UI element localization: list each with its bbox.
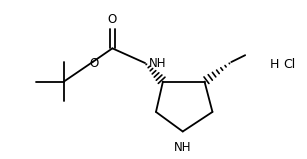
Text: H: H (270, 59, 280, 72)
Text: O: O (89, 56, 98, 69)
Text: Cl: Cl (283, 59, 295, 72)
Text: NH: NH (174, 141, 192, 154)
Text: NH: NH (149, 56, 166, 69)
Text: O: O (108, 13, 117, 26)
